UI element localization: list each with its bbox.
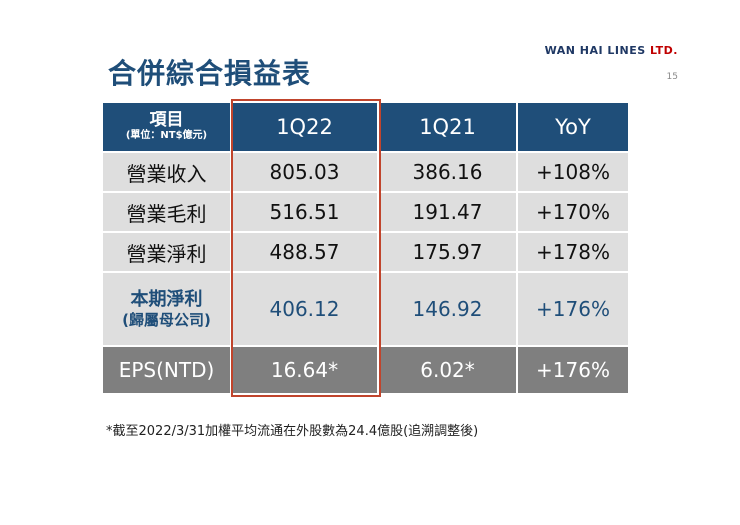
- cell-1q21: 146.92: [379, 273, 516, 345]
- header-1q22: 1Q22: [232, 103, 377, 151]
- header-yoy: YoY: [518, 103, 628, 151]
- header-item: 項目 (單位：NT$億元): [103, 103, 230, 151]
- table-row: 營業毛利 516.51 191.47 +170%: [103, 193, 628, 231]
- net-income-label: 本期淨利: [130, 288, 203, 310]
- cell-1q21: 6.02*: [379, 347, 516, 393]
- company-logo: WAN HAI LINES LTD.: [545, 44, 678, 57]
- row-label: 營業收入: [103, 153, 230, 191]
- cell-1q21: 386.16: [379, 153, 516, 191]
- row-label: 本期淨利 (歸屬母公司): [103, 273, 230, 345]
- page-number: 15: [666, 72, 678, 82]
- table-row: 營業淨利 488.57 175.97 +178%: [103, 233, 628, 271]
- eps-row: EPS(NTD) 16.64* 6.02* +176%: [103, 347, 628, 393]
- row-label: EPS(NTD): [103, 347, 230, 393]
- net-income-row: 本期淨利 (歸屬母公司) 406.12 146.92 +176%: [103, 273, 628, 345]
- cell-1q21: 191.47: [379, 193, 516, 231]
- table-header-row: 項目 (單位：NT$億元) 1Q22 1Q21 YoY: [103, 103, 628, 151]
- brand-name: WAN HAI LINES: [544, 44, 646, 57]
- income-statement-table: 項目 (單位：NT$億元) 1Q22 1Q21 YoY 營業收入 805.03 …: [101, 101, 630, 395]
- header-unit-label: (單位：NT$億元): [125, 130, 208, 142]
- header-1q21: 1Q21: [379, 103, 516, 151]
- table-row: 營業收入 805.03 386.16 +108%: [103, 153, 628, 191]
- cell-1q22: 805.03: [232, 153, 377, 191]
- net-income-sublabel: (歸屬母公司): [122, 310, 211, 329]
- row-label: 營業毛利: [103, 193, 230, 231]
- cell-1q22: 516.51: [232, 193, 377, 231]
- cell-yoy: +178%: [518, 233, 628, 271]
- cell-yoy: +176%: [518, 347, 628, 393]
- cell-yoy: +176%: [518, 273, 628, 345]
- footnote: *截至2022/3/31加權平均流通在外股數為24.4億股(追溯調整後): [106, 424, 479, 439]
- cell-yoy: +108%: [518, 153, 628, 191]
- cell-1q21: 175.97: [379, 233, 516, 271]
- page-title: 合併綜合損益表: [108, 57, 312, 90]
- cell-1q22: 16.64*: [232, 347, 377, 393]
- cell-1q22: 406.12: [232, 273, 377, 345]
- row-label: 營業淨利: [103, 233, 230, 271]
- cell-yoy: +170%: [518, 193, 628, 231]
- cell-1q22: 488.57: [232, 233, 377, 271]
- header-item-label: 項目: [149, 110, 184, 131]
- brand-suffix: LTD.: [645, 44, 678, 57]
